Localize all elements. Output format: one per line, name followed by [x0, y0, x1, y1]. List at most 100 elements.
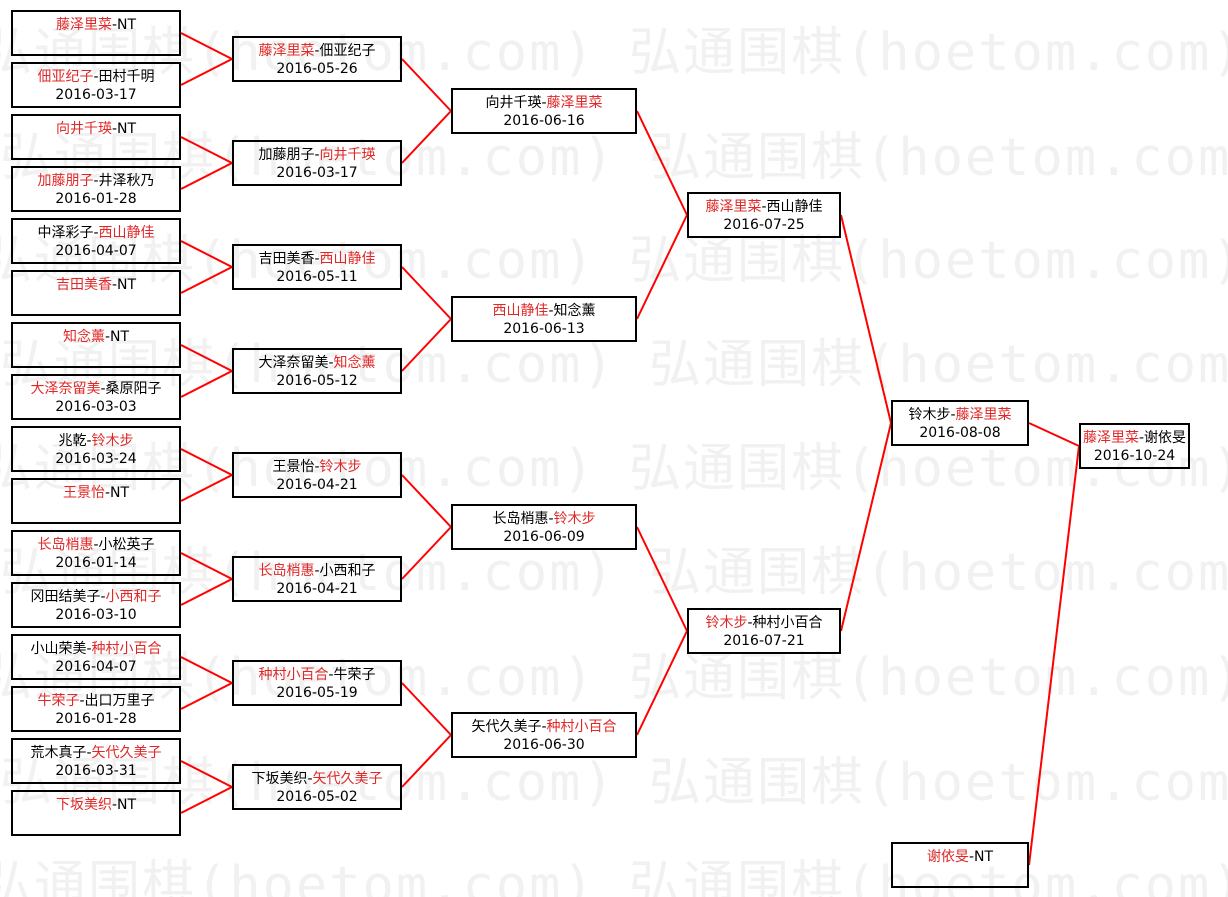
match-players: 小山荣美-种村小百合: [13, 640, 179, 658]
match-date: 2016-07-25: [723, 217, 805, 233]
separator: -: [307, 771, 313, 787]
match-players: 藤泽里菜-NT: [13, 16, 179, 34]
match-box-round-4: 藤泽里菜-西山静佳 2016-07-25: [687, 192, 841, 238]
match-players: 种村小百合-牛荣子: [234, 666, 400, 684]
match-date: 2016-05-19: [276, 685, 358, 701]
match-date: 2016-06-30: [503, 737, 585, 753]
player-2: 小西和子: [319, 563, 376, 579]
player-2: 出口万里子: [84, 693, 155, 709]
player-2: 西山静佳: [319, 251, 376, 267]
connector-line: [180, 474, 233, 502]
player-1: 西山静佳: [492, 303, 549, 319]
player-2: NT: [110, 329, 130, 345]
separator: -: [86, 433, 92, 449]
match-players: 藤泽里菜-谢依旻: [1081, 429, 1188, 447]
player-1: 藤泽里菜: [1082, 430, 1139, 446]
player-1: 吉田美香: [258, 251, 315, 267]
separator: -: [111, 121, 118, 137]
player-1: 长岛梢惠: [258, 563, 315, 579]
player-2: 知念薰: [553, 303, 596, 319]
match-box-round-2: 王景怡-铃木步 2016-04-21: [232, 452, 402, 498]
player-1: 藤泽里菜: [55, 17, 112, 33]
player-1: 矢代久美子: [471, 719, 542, 735]
connector-line: [180, 578, 233, 606]
match-date: 2016-06-13: [503, 321, 585, 337]
match-players: 吉田美香-西山静佳: [234, 250, 400, 268]
match-players: 藤泽里菜-佃亚纪子: [234, 42, 400, 60]
separator: -: [548, 303, 554, 319]
match-date: 2016-03-10: [55, 607, 137, 623]
player-2: NT: [117, 277, 137, 293]
player-2: 藤泽里菜: [955, 407, 1012, 423]
match-box-round-2: 种村小百合-牛荣子 2016-05-19: [232, 660, 402, 706]
player-1: 中泽彩子: [37, 225, 94, 241]
match-box-round-2: 吉田美香-西山静佳 2016-05-11: [232, 244, 402, 290]
match-players: 下坂美织-矢代久美子: [234, 770, 400, 788]
match-players: 吉田美香-NT: [13, 276, 179, 294]
match-box-round-1: 藤泽里菜-NT: [11, 10, 181, 56]
match-box-round-1: 长岛梢惠-小松英子 2016-01-14: [11, 530, 181, 576]
connector-line: [180, 656, 233, 684]
player-2: 矢代久美子: [312, 771, 383, 787]
player-2: 铃木步: [91, 433, 134, 449]
match-date: 2016-04-21: [276, 581, 358, 597]
connector-line: [1028, 445, 1080, 866]
match-box-round-3: 矢代久美子-种村小百合 2016-06-30: [451, 712, 637, 758]
player-1: 兆乾: [58, 433, 87, 449]
connector-line: [401, 318, 452, 372]
separator: -: [548, 511, 554, 527]
match-box-round-1: 荒木真子-矢代久美子 2016-03-31: [11, 738, 181, 784]
match-box-round-1: 冈田结美子-小西和子 2016-03-10: [11, 582, 181, 628]
match-box-round-2: 大泽奈留美-知念薰 2016-05-12: [232, 348, 402, 394]
player-2: 牛荣子: [333, 667, 376, 683]
connector-line: [401, 526, 452, 580]
player-1: 吉田美香: [55, 277, 112, 293]
player-2: 小松英子: [98, 537, 155, 553]
separator: -: [86, 745, 92, 761]
match-date: 2016-01-28: [55, 191, 137, 207]
match-box-round-6: 藤泽里菜-谢依旻 2016-10-24: [1079, 423, 1190, 469]
match-box-round-5: 铃木步-藤泽里菜 2016-08-08: [891, 400, 1029, 446]
player-2: 种村小百合: [546, 719, 617, 735]
match-players: 向井千瑛-藤泽里菜: [453, 94, 635, 112]
match-date: 2016-03-31: [55, 763, 137, 779]
separator: -: [328, 355, 334, 371]
player-1: 王景怡: [272, 459, 315, 475]
match-players: 向井千瑛-NT: [13, 120, 179, 138]
player-2: NT: [117, 17, 137, 33]
player-1: 荒木真子: [30, 745, 87, 761]
separator: -: [93, 69, 99, 85]
connector-line: [180, 370, 233, 398]
match-players: 加藤朋子-井泽秋乃: [13, 172, 179, 190]
connector-line: [180, 162, 233, 190]
player-2: 井泽秋乃: [98, 173, 155, 189]
player-1: 铃木步: [705, 615, 748, 631]
connector-line: [401, 474, 452, 528]
player-2: 向井千瑛: [319, 147, 376, 163]
player-2: 小西和子: [105, 589, 162, 605]
player-1: 向井千瑛: [55, 121, 112, 137]
match-box-round-3: 长岛梢惠-铃木步 2016-06-09: [451, 504, 637, 550]
match-players: 谢依旻-NT: [893, 848, 1027, 866]
player-2: 铃木步: [553, 511, 596, 527]
separator: -: [314, 251, 320, 267]
player-1: 加藤朋子: [37, 173, 94, 189]
watermark-text: 弘通围棋(hoetom.com) 弘通围棋(hoetom.com) 弘通围棋(h…: [0, 753, 1228, 813]
player-2: NT: [117, 121, 137, 137]
match-box-round-1: 吉田美香-NT: [11, 270, 181, 316]
player-2: 种村小百合: [91, 641, 162, 657]
match-box-bye: 谢依旻-NT: [891, 842, 1029, 888]
player-2: 西山静佳: [98, 225, 155, 241]
connector-line: [180, 760, 233, 788]
connector-line: [401, 110, 452, 164]
player-2: 种村小百合: [752, 615, 823, 631]
match-players: 西山静佳-知念薰: [453, 302, 635, 320]
separator: -: [79, 693, 85, 709]
connector-line: [840, 214, 892, 424]
connector-line: [180, 266, 233, 294]
match-players: 兆乾-铃木步: [13, 432, 179, 450]
player-1: 大泽奈留美: [30, 381, 101, 397]
player-2: 知念薰: [333, 355, 376, 371]
separator: -: [93, 537, 99, 553]
